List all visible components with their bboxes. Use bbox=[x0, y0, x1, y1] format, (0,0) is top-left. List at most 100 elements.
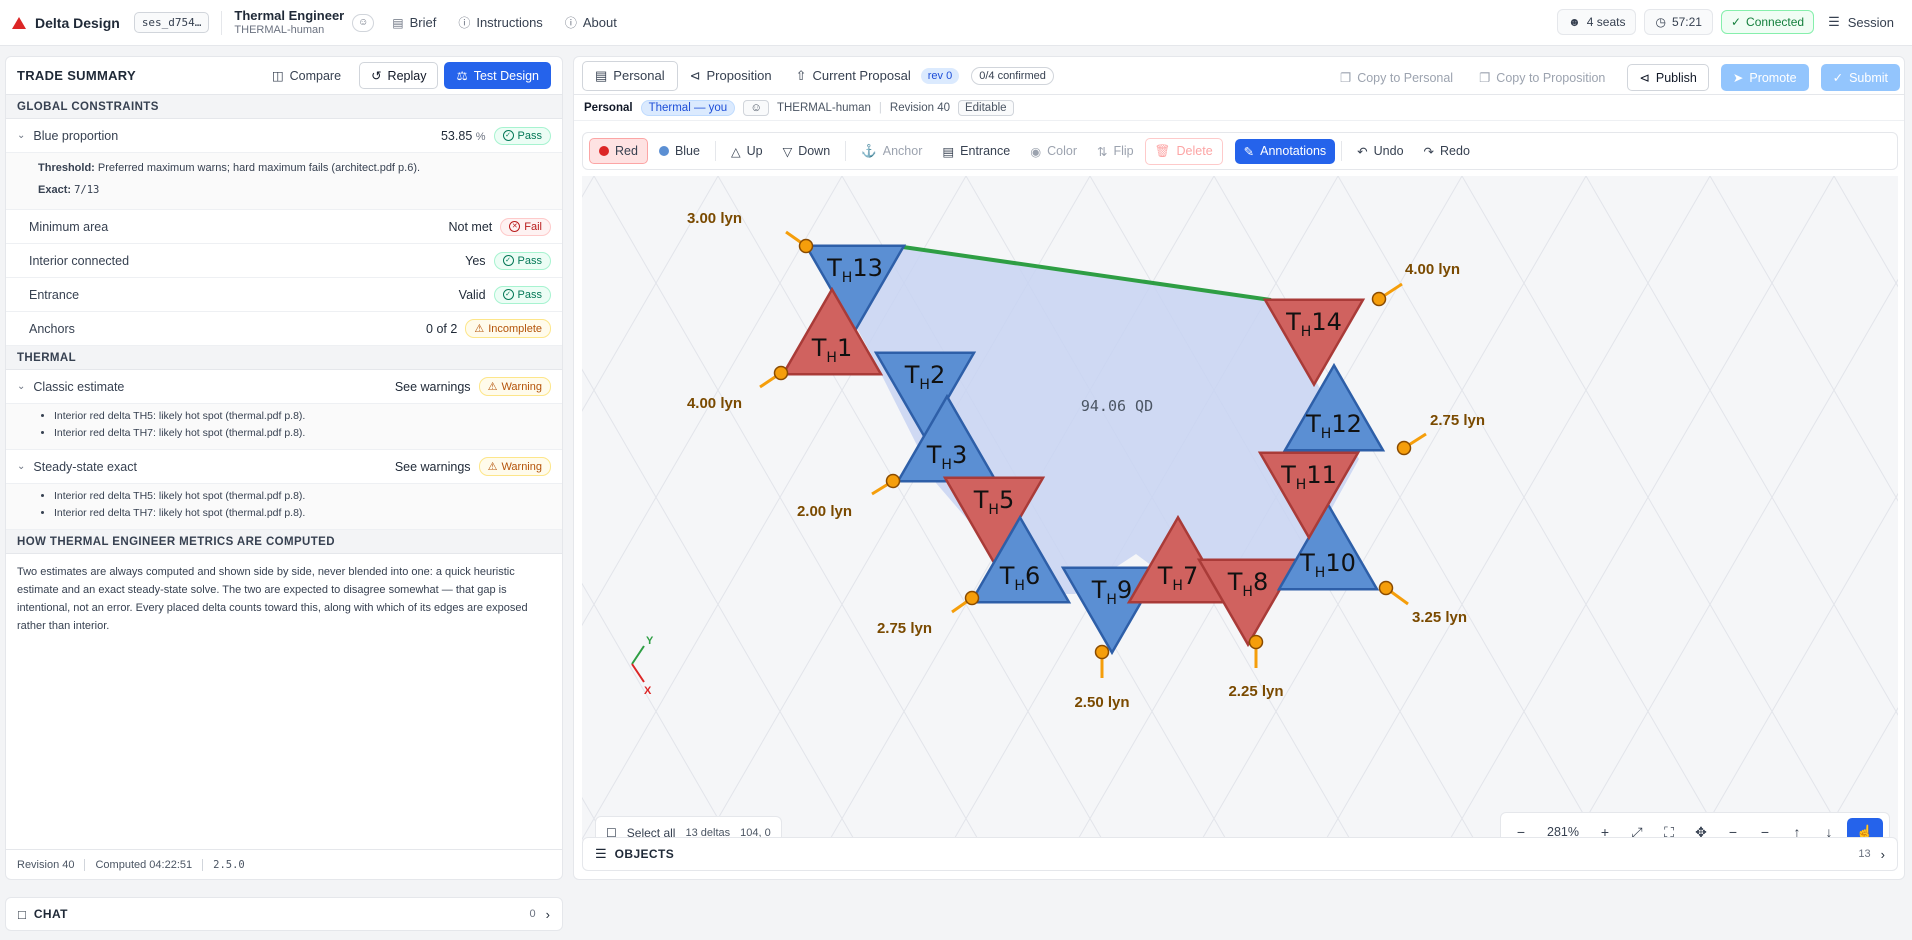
crumb-mode: Editable bbox=[957, 99, 1014, 116]
session-menu-button[interactable]: ☰ Session bbox=[1822, 9, 1900, 35]
test-design-button[interactable]: ⚖ Test Design bbox=[444, 62, 551, 89]
file-icon: ▤ bbox=[595, 67, 608, 83]
classic-warnings-list: Interior red delta TH5: likely hot spot … bbox=[6, 404, 562, 450]
tab-current-label: Current Proposal bbox=[812, 68, 911, 83]
replay-button[interactable]: ↺ Replay bbox=[359, 62, 439, 89]
down-tool-button[interactable]: ▽ Down bbox=[774, 139, 840, 164]
history-icon: ↺ bbox=[371, 69, 382, 83]
timer-button[interactable]: ◷ 57:21 bbox=[1644, 9, 1713, 35]
zoom-in-button[interactable]: + bbox=[1600, 824, 1610, 840]
status-badge: ✕ Fail bbox=[500, 217, 551, 236]
pan-down-icon[interactable]: ↓ bbox=[1825, 824, 1833, 840]
blue-label: Blue bbox=[674, 144, 700, 158]
seats-button[interactable]: ☻ 4 seats bbox=[1557, 9, 1637, 35]
test-design-label: Test Design bbox=[473, 68, 539, 83]
submit-label: Submit bbox=[1849, 70, 1888, 85]
select-all-checkbox[interactable]: ☐ bbox=[606, 826, 617, 840]
steady-warnings-list: Interior red delta TH5: likely hot spot … bbox=[6, 484, 562, 530]
pan-left-icon[interactable]: − bbox=[1728, 824, 1738, 840]
pointer-mode-button[interactable]: ☝ bbox=[1847, 818, 1883, 841]
undo-button[interactable]: ↶ Undo bbox=[1348, 139, 1412, 164]
pan-right-icon[interactable]: − bbox=[1760, 824, 1770, 840]
promote-button[interactable]: ➤ Promote bbox=[1720, 64, 1809, 91]
tab-proposition[interactable]: ⊲ Proposition bbox=[678, 62, 784, 90]
fit-screen-icon[interactable]: ⛶ bbox=[1664, 823, 1674, 840]
up-tool-button[interactable]: △ Up bbox=[722, 139, 772, 164]
anchor-tool-button[interactable]: ⚓ Anchor bbox=[852, 139, 931, 164]
revision-chip: rev 0 bbox=[920, 67, 960, 84]
compare-button[interactable]: ◫ Compare bbox=[259, 62, 354, 89]
delta-label: TH6 bbox=[999, 562, 1040, 594]
divider bbox=[1341, 141, 1343, 161]
area-label: 94.06 QD bbox=[1081, 397, 1153, 415]
info-icon: ⓘ bbox=[564, 16, 577, 30]
check-icon: ✓ bbox=[502, 130, 514, 141]
flip-label: Flip bbox=[1113, 144, 1134, 158]
undo-label: Undo bbox=[1373, 144, 1404, 158]
copy-icon: ❐ bbox=[1339, 71, 1352, 85]
color-label: Color bbox=[1047, 144, 1077, 158]
user-icon[interactable]: ☺ bbox=[352, 13, 375, 32]
anchor-point bbox=[798, 238, 814, 254]
classic-estimate-row[interactable]: ⌄ Classic estimate See warnings ⚠ Warning bbox=[6, 370, 562, 404]
divider: | bbox=[878, 101, 882, 114]
row-value: Not met bbox=[448, 219, 493, 234]
zoom-out-button[interactable]: − bbox=[1516, 824, 1526, 840]
blue-proportion-row[interactable]: ⌄ Blue proportion 53.85 % ✓ Pass bbox=[6, 119, 562, 153]
redo-button[interactable]: ↷ Redo bbox=[1415, 139, 1479, 164]
copy-to-personal-button[interactable]: ❐ Copy to Personal bbox=[1330, 65, 1463, 90]
tab-personal[interactable]: ▤ Personal bbox=[582, 60, 678, 91]
chat-count: 0 bbox=[529, 908, 536, 920]
anchor-point bbox=[1094, 644, 1110, 660]
pan-up-icon[interactable]: ↑ bbox=[1793, 824, 1801, 840]
how-computed-text: Two estimates are always computed and sh… bbox=[17, 566, 528, 632]
chat-bar[interactable]: □ CHAT 0 › bbox=[5, 897, 563, 931]
delta-label: TH9 bbox=[1091, 576, 1132, 608]
status-badge: ⚠ Incomplete bbox=[465, 319, 551, 338]
delta-logo-icon bbox=[12, 16, 26, 29]
users-icon: ☻ bbox=[1568, 15, 1581, 29]
blue-proportion-label: Blue proportion bbox=[33, 128, 119, 143]
delta-label: TH3 bbox=[926, 441, 967, 473]
flip-tool-button[interactable]: ⇅ Flip bbox=[1088, 139, 1143, 164]
edge-length-label: 2.75 lyn bbox=[877, 620, 932, 637]
steady-state-row[interactable]: ⌄ Steady-state exact See warnings ⚠ Warni… bbox=[6, 450, 562, 484]
footer-computed: Computed 04:22:51 bbox=[95, 858, 193, 871]
session-label: Session bbox=[1847, 14, 1894, 30]
color-tool-button[interactable]: ◉ Color bbox=[1021, 139, 1086, 164]
copy-icon: ❐ bbox=[1479, 71, 1491, 85]
submit-button[interactable]: ✓ Submit bbox=[1820, 64, 1900, 91]
objects-bar[interactable]: ☰ OBJECTS 13 › bbox=[582, 837, 1898, 871]
top-bar: Delta Design ses_d754… Thermal Engineer … bbox=[0, 0, 1912, 46]
delta-triangle bbox=[1262, 298, 1366, 388]
annotations-button[interactable]: ✎ Annotations bbox=[1234, 138, 1336, 164]
move-icon[interactable]: ✥ bbox=[1695, 823, 1707, 840]
select-all-label[interactable]: Select all bbox=[626, 826, 676, 840]
steady-state-value: See warnings bbox=[394, 459, 471, 474]
summary-footer: Revision 40 Computed 04:22:51 2.5.0 bbox=[6, 849, 562, 879]
trash-icon: 🗑 bbox=[1154, 143, 1171, 158]
anchor-point bbox=[1248, 634, 1264, 650]
red-tool-button[interactable]: Red bbox=[589, 138, 648, 164]
divider bbox=[202, 858, 204, 871]
blue-tool-button[interactable]: Blue bbox=[650, 139, 709, 163]
footer-revision: Revision 40 bbox=[17, 858, 75, 871]
publish-button[interactable]: ⊲ Publish bbox=[1627, 64, 1709, 91]
connection-status-label: Connected bbox=[1746, 15, 1805, 29]
edge-length-label: 4.00 lyn bbox=[687, 395, 742, 412]
nav-about[interactable]: ⓘ About bbox=[565, 14, 617, 31]
status-badge: ⚠ Warning bbox=[478, 457, 551, 476]
expand-icon[interactable]: ⤢ bbox=[1631, 823, 1643, 840]
entrance-tool-button[interactable]: ▤ Entrance bbox=[933, 139, 1019, 164]
nav-brief[interactable]: ▤ Brief bbox=[392, 15, 436, 30]
design-canvas[interactable]: TH13 TH1 TH2 TH3 TH5 TH6 TH9 TH7 TH8 TH10 TH11 TH12… bbox=[582, 176, 1898, 841]
tab-current-proposal[interactable]: ⇧ Current Proposal rev 0 0/4 confirmed bbox=[784, 61, 1066, 91]
nav-instructions[interactable]: ⓘ Instructions bbox=[458, 14, 543, 31]
session-id-chip[interactable]: ses_d754… bbox=[133, 12, 210, 33]
delta-triangle bbox=[1257, 451, 1361, 541]
delete-tool-button[interactable]: 🗑 Delete bbox=[1144, 137, 1223, 165]
copy-to-proposition-button[interactable]: ❐ Copy to Proposition bbox=[1469, 65, 1615, 90]
row-label: Anchors bbox=[29, 321, 75, 336]
objects-count: 13 bbox=[1858, 848, 1871, 860]
